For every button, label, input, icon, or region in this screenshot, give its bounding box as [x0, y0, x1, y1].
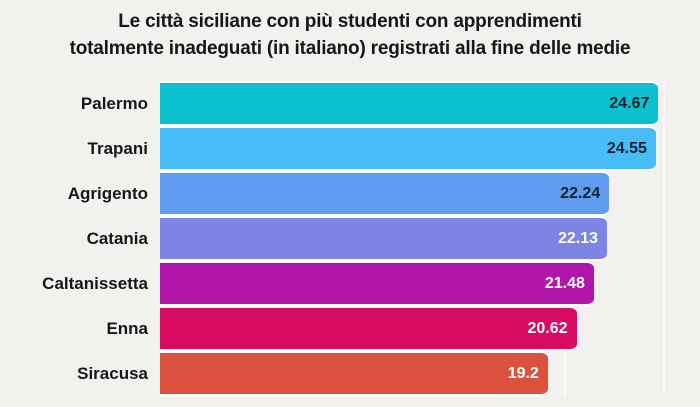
bar-value-label: 22.24: [560, 184, 601, 202]
bar-row: 20.62: [160, 306, 665, 351]
chart-title-line-1: Le città siciliane con più studenti con …: [118, 11, 582, 32]
category-axis: Palermo Trapani Agrigento Catania Caltan…: [0, 81, 148, 396]
category-label-caltanissetta: Caltanissetta: [42, 274, 148, 293]
bar-value-label: 19.2: [507, 364, 539, 382]
bar-row: 21.48: [160, 261, 665, 306]
bar-enna: 20.62: [160, 306, 577, 351]
bar-row: 24.55: [160, 126, 665, 171]
category-label-trapani: Trapani: [87, 139, 148, 158]
bar-row: 22.13: [160, 216, 665, 261]
bar-value-label: 24.67: [609, 94, 650, 112]
bar-row: 19.2: [160, 351, 665, 396]
category-label-enna: Enna: [106, 319, 148, 338]
bar-agrigento: 22.24: [160, 171, 610, 216]
category-label-palermo: Palermo: [80, 94, 148, 113]
bar-palermo: 24.67: [160, 81, 659, 126]
category-label-siracusa: Siracusa: [77, 364, 148, 383]
bar-caltanissetta: 21.48: [160, 261, 594, 306]
bar-rows: 24.67 24.55 22.24 22.13 21.48 20.62: [160, 81, 665, 396]
bar-value-label: 21.48: [544, 274, 585, 292]
bar-value-label: 22.13: [557, 229, 599, 247]
gridline: [663, 81, 665, 396]
bar-trapani: 24.55: [160, 126, 656, 171]
bar-row: 22.24: [160, 171, 665, 216]
chart-title-line-2: totalmente inadeguati (in italiano) regi…: [69, 38, 631, 59]
bar-catania: 22.13: [160, 216, 608, 261]
category-label-catania: Catania: [86, 229, 148, 248]
chart-title: Le città siciliane con più studenti con …: [0, 8, 700, 62]
category-label-agrigento: Agrigento: [67, 184, 148, 203]
bar-row: 24.67: [160, 81, 665, 126]
bar-value-label: 24.55: [606, 139, 647, 157]
bar-value-label: 20.62: [527, 319, 568, 337]
plot-area: 24.67 24.55 22.24 22.13 21.48 20.62: [160, 81, 665, 396]
bar-siracusa: 19.2: [160, 351, 548, 396]
